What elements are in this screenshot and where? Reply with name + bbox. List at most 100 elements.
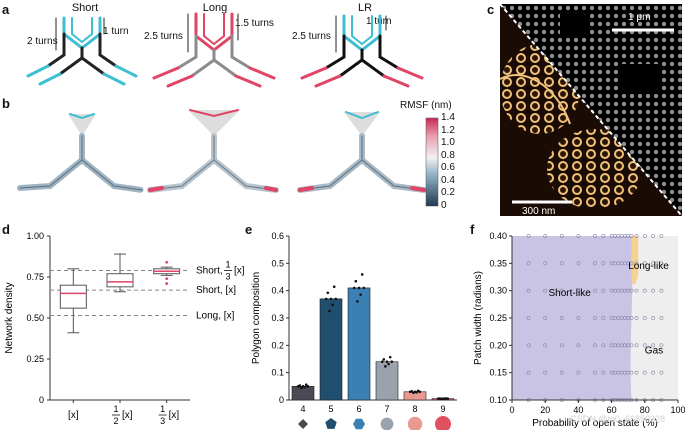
box-iqr	[106, 273, 134, 288]
sim-point	[576, 316, 581, 320]
long-right-label: 1.5 turns	[235, 18, 274, 29]
sim-point	[526, 234, 531, 238]
marker-diamond	[298, 419, 308, 429]
panel-label-f: f	[470, 222, 475, 237]
x-tick-label: 100	[670, 405, 685, 415]
sim-point	[601, 370, 606, 375]
sim-point	[634, 261, 639, 266]
x-tick-label: 60	[607, 405, 617, 415]
data-point	[352, 286, 356, 290]
short-title: Short	[71, 2, 99, 14]
bar-5	[319, 298, 343, 401]
panel-label-e: e	[245, 222, 253, 237]
sim-point	[659, 288, 664, 293]
sim-point	[559, 288, 564, 293]
data-point	[360, 273, 364, 276]
sim-point	[526, 261, 531, 266]
sim-point	[659, 370, 664, 375]
data-point	[382, 358, 386, 361]
region-label-gas: Gas	[645, 346, 663, 357]
reference-label: Short,	[196, 265, 223, 276]
sim-point	[593, 316, 597, 320]
panel-label-c: c	[487, 2, 495, 17]
data-point	[304, 383, 308, 386]
panel-d-boxplot: 0 0.25 0.50 0.75 1.00 Network density Short, 1…	[4, 231, 245, 426]
sim-point	[559, 316, 564, 320]
marker-circle	[407, 416, 423, 430]
sim-point	[576, 343, 581, 348]
data-point	[380, 360, 384, 364]
data-point	[357, 286, 361, 290]
data-point	[324, 297, 328, 301]
sim-point	[601, 343, 606, 348]
sim-point	[634, 234, 639, 238]
region-label-long-like: Long-like	[628, 261, 669, 272]
y-axis-label: Patch width (radians)	[473, 271, 484, 365]
x-tick-label: 7	[384, 404, 389, 414]
sim-point	[642, 288, 647, 293]
data-point	[418, 390, 422, 394]
y-axis-label: Polygon composition	[251, 272, 262, 364]
panel-c-afm-image	[500, 4, 682, 216]
watermark: CSDN @m0_66850328	[570, 414, 665, 424]
sim-point	[629, 261, 634, 266]
panel-e-barchart: 0 0.1 0.2 0.3 0.4 0.5 0.6 Polygon composition 4 5…	[251, 231, 457, 430]
frac-denominator: 3	[225, 271, 230, 281]
data-point	[300, 386, 303, 390]
sim-point	[629, 343, 634, 348]
sim-point	[559, 343, 564, 348]
sim-point	[526, 316, 531, 320]
scale-label-bottom: 300 nm	[522, 206, 556, 217]
x-tick-label-half: 1 2 [x]	[112, 404, 133, 426]
y-tick-label: 0.1	[271, 368, 284, 378]
y-tick-label: 0.20	[489, 340, 507, 350]
colorbar-tick-label: 1.2	[441, 124, 455, 136]
y-tick-label: 0.5	[271, 258, 284, 268]
sim-point	[629, 234, 634, 238]
x-tick-label: 4	[300, 404, 305, 414]
sim-point	[651, 288, 656, 293]
sim-point	[576, 288, 581, 293]
sim-point	[642, 370, 647, 375]
panel-a-schematics	[26, 12, 424, 88]
panel-label-d: d	[2, 222, 10, 237]
data-point	[384, 365, 387, 368]
sim-point	[593, 343, 597, 348]
data-point	[385, 360, 389, 364]
reference-label: Long, [x]	[196, 311, 235, 322]
frac-tail: [x]	[122, 410, 133, 421]
data-point	[362, 286, 366, 290]
data-point	[329, 297, 333, 301]
y-tick-label: 0.10	[489, 395, 507, 405]
bar-4	[291, 386, 315, 401]
short-right-label: 1 turn	[103, 26, 129, 37]
frac-denominator: 3	[160, 416, 165, 426]
outlier	[165, 277, 169, 281]
sim-point	[526, 343, 531, 348]
box-0	[59, 268, 87, 334]
x-tick-label: 20	[540, 405, 550, 415]
x-tick-label: 9	[440, 404, 445, 414]
long-structure	[147, 109, 279, 193]
sim-point	[634, 288, 639, 293]
sim-point	[593, 288, 597, 293]
outlier	[165, 282, 169, 285]
data-point	[359, 293, 362, 296]
colorbar-tick-label: 1.4	[441, 112, 455, 123]
lr-structure	[297, 111, 427, 193]
sim-point	[593, 234, 597, 238]
sim-point	[543, 370, 548, 375]
x-axis-label: Probability of open state (%)	[532, 418, 658, 429]
data-point	[298, 384, 302, 387]
sim-point	[642, 343, 647, 348]
data-point	[306, 385, 310, 388]
sim-point	[601, 261, 606, 266]
sim-point	[601, 288, 606, 293]
sim-point	[651, 370, 656, 375]
short-left-label: 2 turns	[27, 36, 58, 47]
frac-tail: [x]	[234, 265, 245, 276]
y-tick-label: 0.40	[489, 231, 507, 241]
long-like-region	[631, 236, 639, 285]
sim-point	[659, 343, 664, 348]
bar-6	[347, 287, 371, 401]
